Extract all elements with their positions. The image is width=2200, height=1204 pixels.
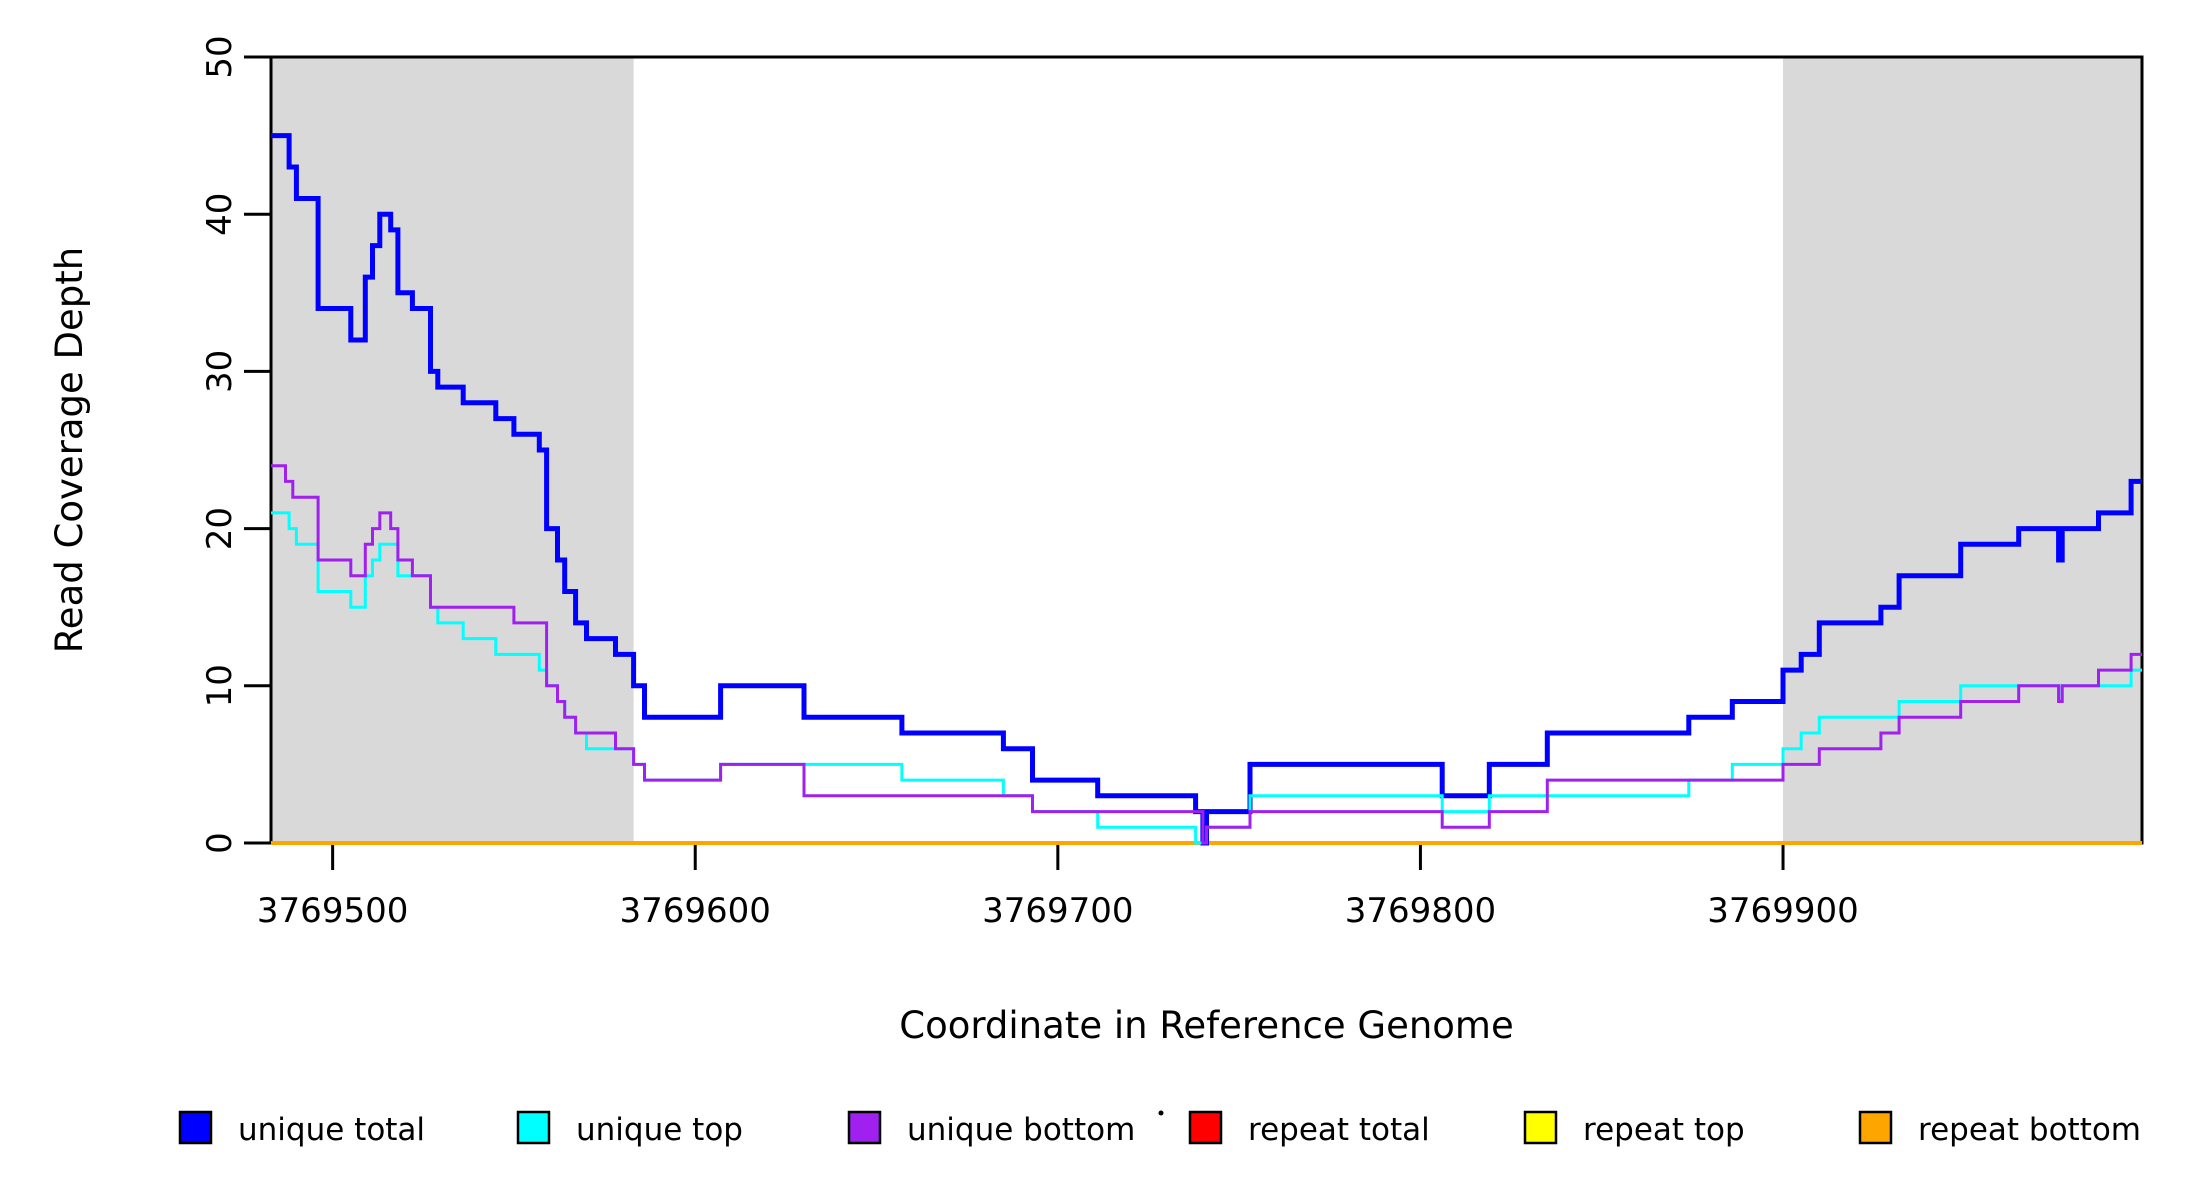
y-tick-label: 50 — [200, 35, 240, 78]
legend-swatch-unique-total — [178, 1110, 213, 1145]
legend-label-unique-top: unique top — [576, 1112, 743, 1148]
y-tick-label: 10 — [200, 664, 240, 707]
y-axis-title: Read Coverage Depth — [48, 247, 91, 653]
legend-label-repeat-top: repeat top — [1583, 1112, 1745, 1148]
legend-label-unique-total: unique total — [238, 1112, 425, 1148]
stray-dot — [1158, 1110, 1164, 1116]
right-repeat-region — [1783, 57, 2142, 843]
legend-label-repeat-bottom: repeat bottom — [1918, 1112, 2141, 1148]
legend-swatch-repeat-total — [1188, 1110, 1223, 1145]
x-axis-title: Coordinate in Reference Genome — [899, 1004, 1514, 1047]
legend-swatch-repeat-bottom — [1858, 1110, 1893, 1145]
x-tick-label: 3769500 — [257, 891, 408, 931]
x-tick-label: 3769800 — [1345, 891, 1496, 931]
legend-swatch-repeat-top — [1523, 1110, 1558, 1145]
series-unique-bottom — [271, 464, 2142, 845]
legend-swatch-unique-top — [516, 1110, 551, 1145]
left-repeat-region — [271, 57, 634, 843]
y-tick-label: 20 — [200, 507, 240, 550]
series-unique-total — [271, 133, 2142, 846]
y-tick-label: 0 — [200, 832, 240, 854]
x-tick-label: 3769900 — [1707, 891, 1858, 931]
x-tick-label: 3769700 — [982, 891, 1133, 931]
y-tick-label: 30 — [200, 350, 240, 393]
y-tick-label: 40 — [200, 193, 240, 236]
x-tick-label: 3769600 — [620, 891, 771, 931]
legend-swatch-unique-bottom — [847, 1110, 882, 1145]
legend-label-unique-bottom: unique bottom — [907, 1112, 1135, 1148]
legend-label-repeat-total: repeat total — [1248, 1112, 1430, 1148]
